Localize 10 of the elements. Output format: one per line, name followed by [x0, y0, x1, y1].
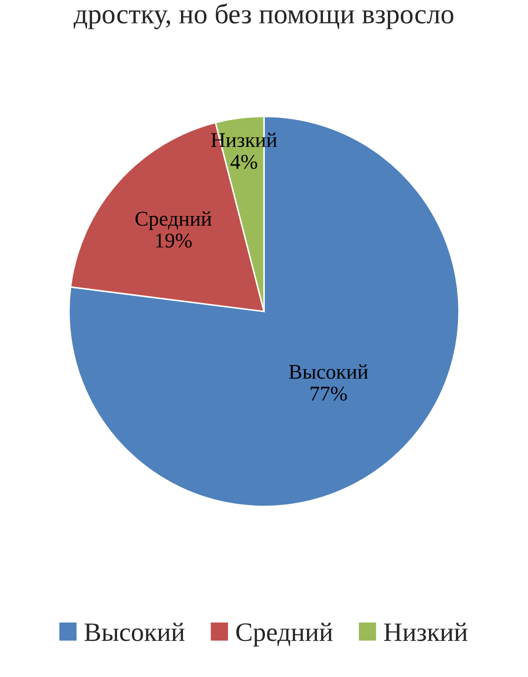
data-label: 19%: [156, 234, 192, 248]
legend-label: Низкий: [384, 622, 468, 642]
data-label: 4%: [230, 154, 258, 169]
slice-label: Средний: [136, 211, 212, 230]
legend-label: Высокий: [84, 622, 184, 642]
data-label: 77%: [310, 386, 347, 401]
text: дростку, но без помощи взросло: [74, 3, 454, 30]
slice-label: Высокий: [289, 364, 368, 379]
pie-slice: [68, 116, 460, 508]
legend-label: Средний: [236, 622, 333, 646]
